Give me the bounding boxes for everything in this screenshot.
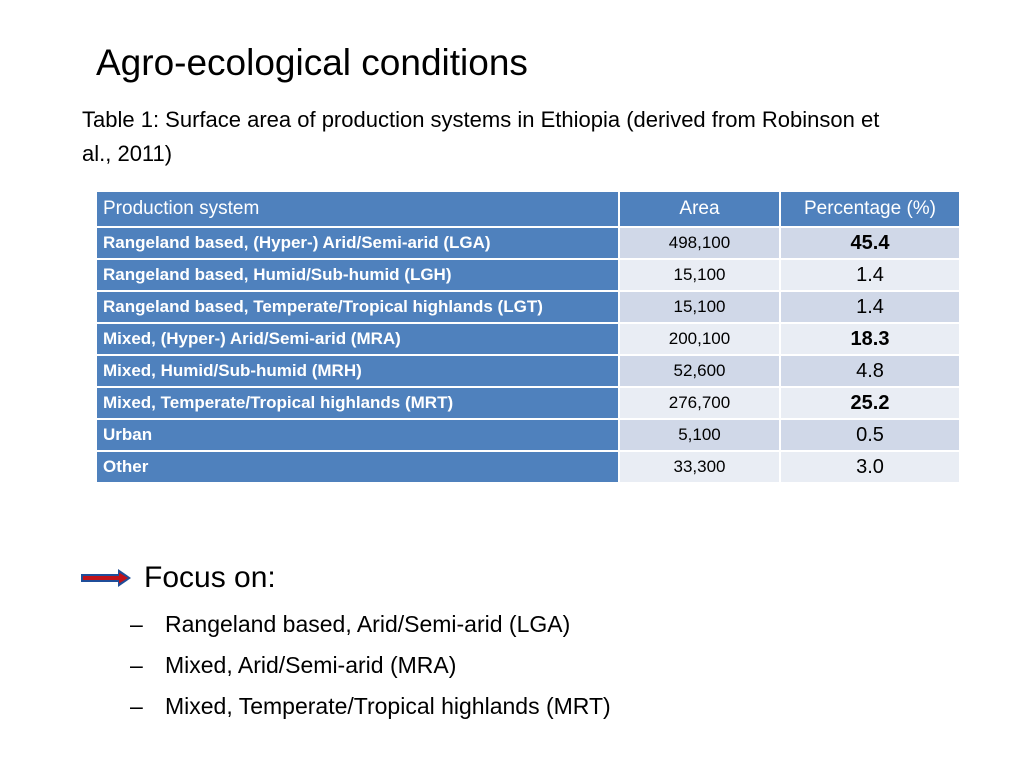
table-row: Rangeland based, (Hyper-) Arid/Semi-arid… (95, 226, 961, 260)
system-cell: Mixed, (Hyper-) Arid/Semi-arid (MRA) (95, 322, 620, 356)
system-cell: Rangeland based, (Hyper-) Arid/Semi-arid… (95, 226, 620, 260)
percentage-cell: 18.3 (779, 322, 961, 356)
table-row: Mixed, Humid/Sub-humid (MRH) 52,600 4.8 (95, 354, 961, 388)
percentage-cell: 45.4 (779, 226, 961, 260)
bullet-dash: – (130, 693, 143, 719)
system-cell: Other (95, 450, 620, 484)
list-item: – Mixed, Temperate/Tropical highlands (M… (130, 686, 611, 727)
system-cell: Urban (95, 418, 620, 452)
area-cell: 15,100 (618, 258, 781, 292)
percentage-cell: 25.2 (779, 386, 961, 420)
area-cell: 15,100 (618, 290, 781, 324)
table-row: Urban 5,100 0.5 (95, 418, 961, 452)
column-header-percentage: Percentage (%) (779, 190, 961, 228)
percentage-cell: 0.5 (779, 418, 961, 452)
focus-heading: Focus on: (144, 561, 276, 594)
area-cell: 498,100 (618, 226, 781, 260)
table-row: Rangeland based, Temperate/Tropical high… (95, 290, 961, 324)
system-cell: Rangeland based, Temperate/Tropical high… (95, 290, 620, 324)
table-header-row: Production system Area Percentage (%) (95, 190, 961, 228)
area-cell: 52,600 (618, 354, 781, 388)
bullet-dash: – (130, 611, 143, 637)
production-systems-table: Production system Area Percentage (%) Ra… (95, 190, 961, 484)
percentage-cell: 1.4 (779, 258, 961, 292)
system-cell: Mixed, Temperate/Tropical highlands (MRT… (95, 386, 620, 420)
column-header-production-system: Production system (95, 190, 620, 228)
column-header-area: Area (618, 190, 781, 228)
list-item-text: Mixed, Arid/Semi-arid (MRA) (165, 652, 457, 678)
focus-list: – Rangeland based, Arid/Semi-arid (LGA) … (130, 604, 611, 727)
list-item: – Rangeland based, Arid/Semi-arid (LGA) (130, 604, 611, 645)
table-row: Other 33,300 3.0 (95, 450, 961, 484)
table-caption: Table 1: Surface area of production syst… (82, 107, 880, 166)
area-cell: 5,100 (618, 418, 781, 452)
area-cell: 276,700 (618, 386, 781, 420)
percentage-cell: 1.4 (779, 290, 961, 324)
system-cell: Rangeland based, Humid/Sub-humid (LGH) (95, 258, 620, 292)
slide-title: Agro-ecological conditions (96, 42, 528, 83)
list-item: – Mixed, Arid/Semi-arid (MRA) (130, 645, 611, 686)
percentage-cell: 4.8 (779, 354, 961, 388)
table-row: Mixed, (Hyper-) Arid/Semi-arid (MRA) 200… (95, 322, 961, 356)
focus-section: Focus on: (80, 556, 276, 600)
bullet-dash: – (130, 652, 143, 678)
list-item-text: Rangeland based, Arid/Semi-arid (LGA) (165, 611, 571, 637)
area-cell: 200,100 (618, 322, 781, 356)
list-item-text: Mixed, Temperate/Tropical highlands (MRT… (165, 693, 611, 719)
right-arrow-icon (81, 569, 131, 587)
area-cell: 33,300 (618, 450, 781, 484)
table-row: Rangeland based, Humid/Sub-humid (LGH) 1… (95, 258, 961, 292)
table-row: Mixed, Temperate/Tropical highlands (MRT… (95, 386, 961, 420)
percentage-cell: 3.0 (779, 450, 961, 484)
system-cell: Mixed, Humid/Sub-humid (MRH) (95, 354, 620, 388)
